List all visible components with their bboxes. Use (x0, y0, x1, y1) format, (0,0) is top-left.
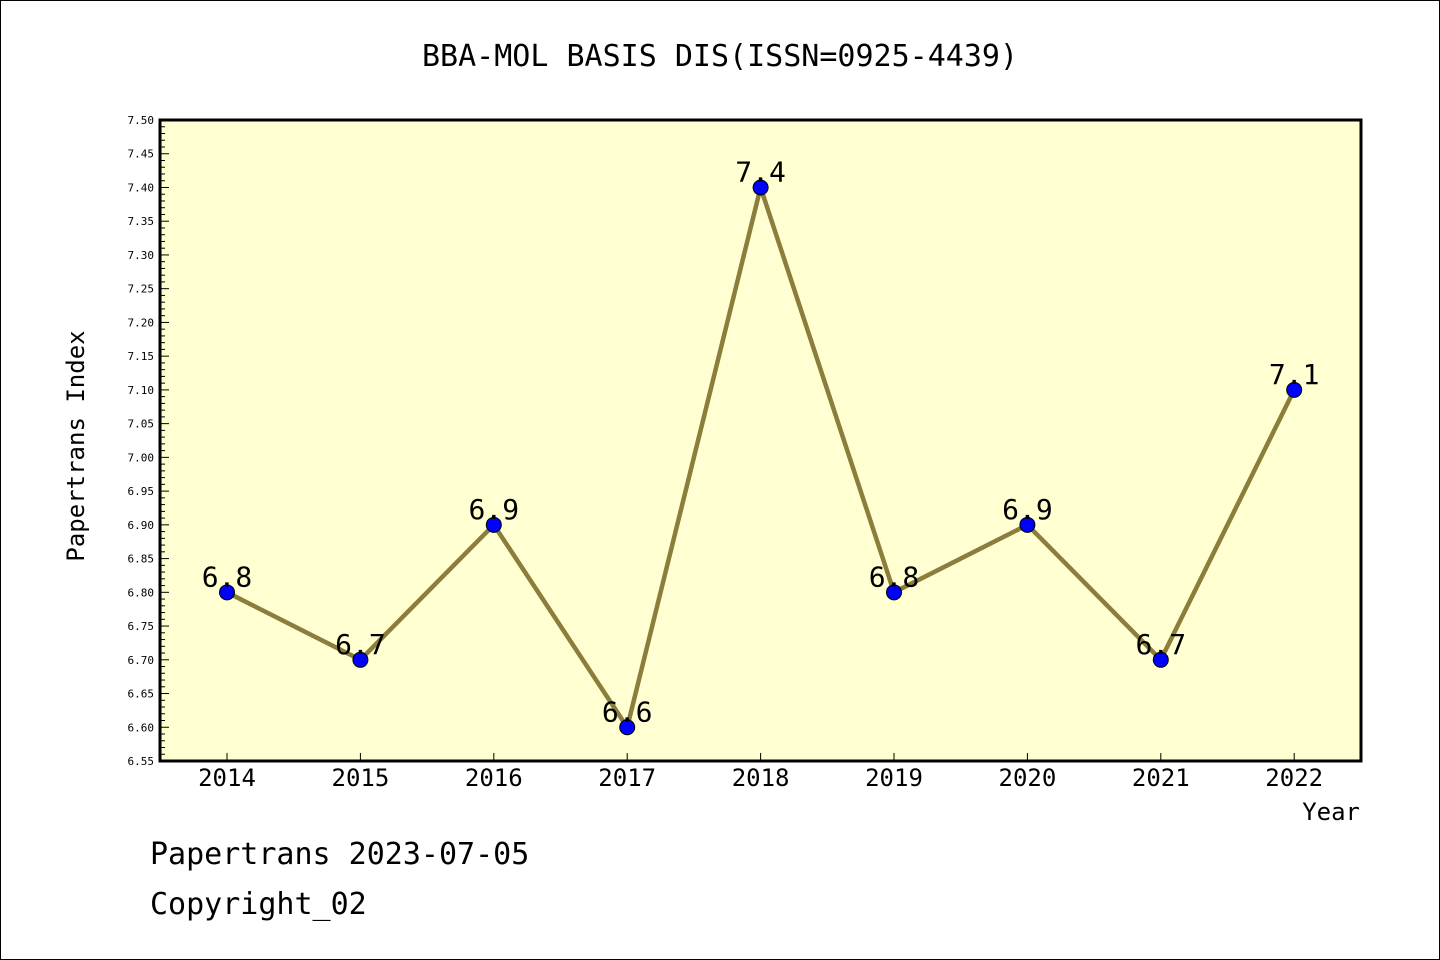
footer-date: Papertrans 2023-07-05 (150, 837, 529, 872)
x-tick-label: 2018 (732, 764, 790, 792)
data-labels-group: 6.8 6.7 6.9 6.6 7.4 6.8 6.9 6.7 7.1 (202, 155, 1320, 728)
data-point (352, 651, 369, 668)
plot-area (158, 118, 1363, 763)
y-tick-label: 6.65 (128, 688, 155, 701)
y-tick-label: 7.25 (128, 283, 155, 296)
x-axis: 2014 2015 2016 2017 2018 2019 2020 2021 2022 (198, 753, 1323, 792)
data-point (485, 516, 502, 533)
y-tick-label: 6.70 (128, 654, 155, 667)
x-tick-label: 2019 (865, 764, 923, 792)
x-tick-label: 2015 (332, 764, 390, 792)
x-tick-label: 2020 (999, 764, 1057, 792)
x-tick-label: 2021 (1132, 764, 1190, 792)
markers-group (219, 179, 1303, 736)
x-tick-label: 2014 (198, 764, 256, 792)
y-tick-label: 7.35 (128, 215, 155, 228)
y-tick-label: 6.60 (128, 721, 155, 734)
data-point (1152, 651, 1169, 668)
data-label: 6.8 (869, 560, 920, 593)
y-tick-label: 7.20 (128, 316, 155, 329)
data-point (886, 584, 902, 601)
data-label: 6.7 (1136, 628, 1187, 661)
x-tick-label: 2022 (1265, 764, 1323, 792)
data-label: 6.8 (202, 560, 253, 593)
y-tick-label: 7.40 (128, 181, 155, 194)
y-axis-label: Papertrans Index (62, 330, 90, 561)
data-label: 6.9 (1002, 493, 1053, 526)
data-point (1286, 381, 1303, 398)
y-tick-label: 7.05 (128, 418, 155, 431)
y-tick-label: 6.90 (128, 519, 155, 532)
x-tick-label: 2016 (465, 764, 523, 792)
footer-copyright: Copyright_02 (150, 887, 367, 922)
data-label: 7.1 (1269, 358, 1320, 391)
data-label: 7.4 (735, 155, 786, 188)
y-tick-label: 7.45 (128, 148, 155, 161)
y-tick-label: 7.10 (128, 384, 155, 397)
chart-title: BBA-MOL BASIS DIS(ISSN=0925-4439) (422, 39, 1018, 74)
y-tick-label: 6.55 (128, 755, 155, 768)
y-tick-label: 6.85 (128, 553, 155, 566)
y-tick-label: 6.80 (128, 586, 155, 599)
y-tick-label: 7.50 (128, 114, 155, 127)
data-point (752, 179, 769, 196)
y-tick-label: 7.00 (128, 451, 155, 464)
data-point (219, 584, 235, 601)
y-tick-label: 7.30 (128, 249, 155, 262)
x-tick-label: 2017 (598, 764, 656, 792)
y-axis: 6.55 6.60 6.65 6.70 6.75 6.80 6.85 6.90 6.95 7.00… (128, 114, 169, 768)
x-axis-label: Year (1302, 798, 1360, 826)
data-label: 6.9 (469, 493, 520, 526)
y-tick-label: 7.15 (128, 350, 155, 363)
data-label: 6.6 (602, 695, 653, 728)
y-tick-label: 6.95 (128, 485, 155, 498)
data-point (1019, 516, 1036, 533)
data-point (619, 719, 636, 736)
y-tick-label: 6.75 (128, 620, 155, 633)
data-label: 6.7 (335, 628, 386, 661)
